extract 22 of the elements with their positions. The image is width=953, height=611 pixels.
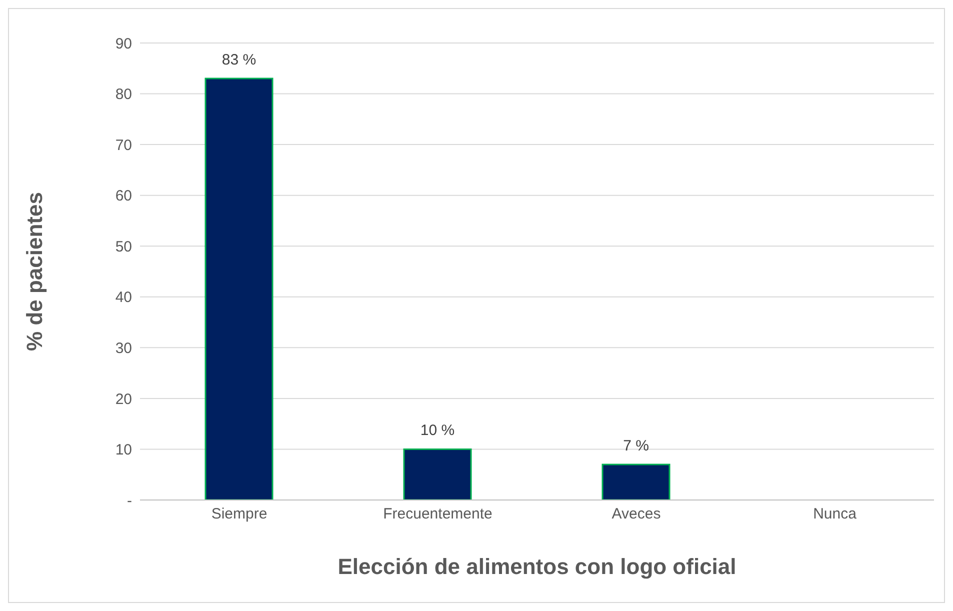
x-tick-label: Siempre <box>211 506 268 523</box>
y-tick-label: 50 <box>115 238 132 256</box>
y-tick-label: 30 <box>115 340 132 357</box>
x-axis-title: Elección de alimentos con logo oficial <box>338 554 736 579</box>
y-tick-label: 70 <box>115 136 132 154</box>
bar <box>602 464 670 500</box>
data-label: 10 % <box>420 422 455 440</box>
y-tick-label: 60 <box>115 188 132 205</box>
bar <box>204 78 274 500</box>
x-tick-label: Nunca <box>813 506 858 523</box>
y-tick-label: 40 <box>115 289 132 306</box>
y-tick-label: 90 <box>115 35 132 52</box>
data-label: 83 % <box>222 52 256 69</box>
x-tick-label: Frecuentemente <box>383 506 492 523</box>
y-axis-title: % de pacientes <box>22 192 47 351</box>
y-tick-label: - <box>127 492 132 510</box>
y-tick-label: 80 <box>115 86 132 104</box>
data-label: 7 % <box>623 437 649 454</box>
y-tick-label: 20 <box>115 390 132 408</box>
y-tick-label: 10 <box>115 442 132 459</box>
bar <box>403 448 472 500</box>
x-tick-label: Aveces <box>612 506 661 523</box>
